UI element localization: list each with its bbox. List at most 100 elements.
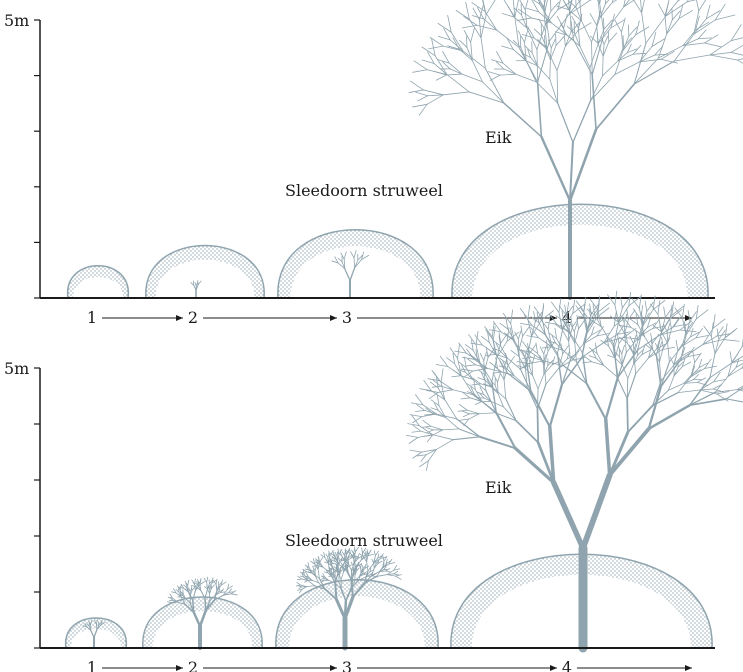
branch [475, 402, 481, 405]
branch [452, 376, 461, 377]
branch [471, 340, 473, 350]
branch [538, 41, 550, 82]
branch [537, 389, 538, 409]
branch [536, 343, 538, 353]
branch [328, 553, 329, 557]
branch [318, 569, 319, 578]
branch [315, 566, 316, 570]
branch [600, 0, 605, 4]
branch [640, 46, 653, 62]
branch [590, 14, 596, 26]
branch [537, 409, 538, 443]
branch [612, 0, 625, 2]
branch [573, 100, 591, 142]
branch [676, 340, 678, 350]
branch [610, 432, 628, 475]
branch [337, 552, 338, 556]
branch [386, 571, 391, 572]
branch [463, 414, 469, 417]
tree-label: Eik [485, 478, 512, 497]
axis-label: 5m [4, 11, 29, 30]
branch [344, 551, 345, 555]
branch [555, 328, 557, 338]
branch [375, 551, 378, 556]
branch [659, 4, 665, 16]
branch [459, 429, 480, 437]
branch [737, 390, 743, 394]
branch [515, 0, 520, 17]
branch [396, 576, 402, 579]
branch [520, 323, 532, 325]
branch [463, 51, 485, 68]
branch [412, 431, 421, 432]
branch [519, 336, 523, 350]
branch [554, 483, 583, 549]
branch [352, 550, 354, 553]
branch [551, 39, 555, 47]
stage-label: 2 [188, 308, 198, 327]
branch [665, 16, 667, 34]
branch [532, 320, 542, 336]
branch [705, 35, 718, 43]
branch [547, 49, 557, 70]
branch [516, 421, 538, 443]
panel: 5mEikSleedoorn struweel1234 [4, 0, 743, 327]
branch [419, 104, 427, 115]
branch [426, 427, 433, 430]
branch [421, 455, 426, 462]
branch [711, 336, 715, 353]
branch [600, 2, 613, 18]
branch [433, 435, 453, 440]
branch [436, 440, 453, 450]
branch [550, 385, 562, 427]
branch [664, 307, 666, 317]
branch [464, 30, 470, 42]
branch [710, 55, 738, 60]
branch [467, 365, 476, 366]
branch [443, 429, 459, 430]
branch [436, 364, 448, 366]
branch [479, 413, 495, 414]
branch [617, 377, 627, 399]
branch [642, 13, 646, 43]
branch [696, 310, 708, 319]
branch [329, 563, 333, 564]
branch [663, 338, 670, 347]
branch [383, 556, 384, 561]
branch [341, 569, 343, 572]
branch [698, 30, 706, 39]
branch [490, 75, 500, 80]
branch [623, 36, 629, 50]
branch [453, 437, 480, 440]
branch [604, 365, 617, 376]
branch [693, 352, 695, 362]
branch [441, 369, 443, 383]
branch [372, 559, 374, 562]
branch [394, 574, 399, 575]
branch [655, 54, 668, 55]
stage-label: 2 [188, 658, 198, 672]
branch [582, 342, 604, 357]
branch [588, 312, 598, 328]
stage-label: 4 [562, 658, 572, 672]
branch [427, 95, 443, 105]
branch [211, 585, 214, 588]
branch [628, 364, 634, 379]
branch [737, 60, 743, 71]
branch [575, 329, 579, 343]
branch [630, 336, 634, 343]
stage-label: 1 [87, 308, 97, 327]
branch [357, 568, 359, 571]
branch [569, 10, 573, 40]
branch [695, 0, 699, 11]
branch [469, 414, 479, 419]
branch [674, 34, 694, 61]
branch [298, 586, 302, 587]
branch [210, 586, 211, 589]
branch [700, 390, 717, 394]
branch [415, 395, 422, 405]
branch [598, 303, 610, 312]
branch [431, 426, 443, 430]
branch [723, 339, 739, 341]
branch [545, 322, 557, 324]
